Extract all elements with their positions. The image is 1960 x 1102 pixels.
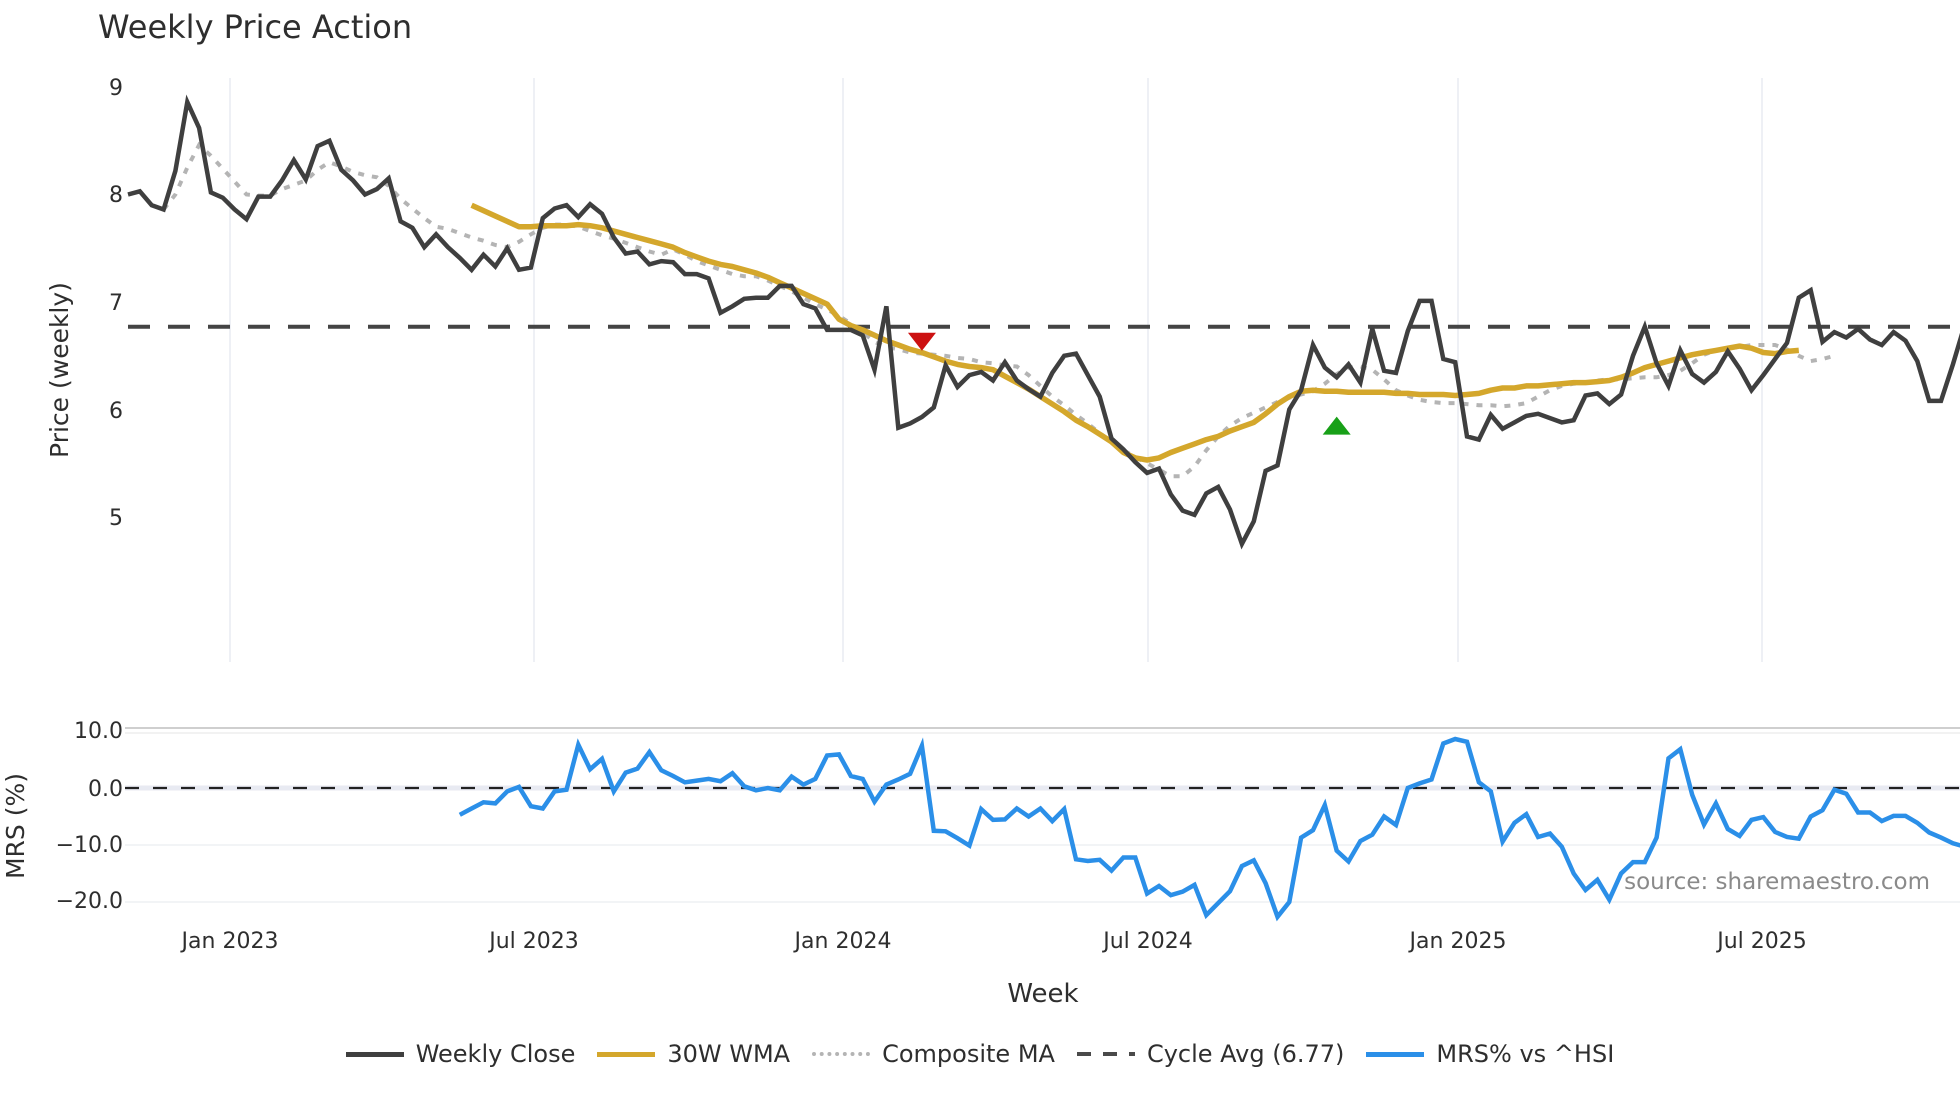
mrs-ylabel: MRS (%) (1, 773, 30, 879)
price-ytick-7: 7 (109, 291, 123, 316)
chart-title: Weekly Price Action (98, 8, 413, 46)
legend-label: Weekly Close (415, 1040, 576, 1068)
wma-30w-line (470, 202, 1800, 463)
signal-markers (907, 332, 1351, 435)
xtick-jul-2025: Jul 2025 (1715, 929, 1807, 954)
mrs-ytick-10: 10.0 (74, 719, 123, 744)
mrs-ytick-0: 0.0 (88, 777, 123, 802)
legend-swatch-solid-blue-icon (1366, 1051, 1425, 1057)
chart-legend: Weekly Close 30W WMA Composite MA Cycle … (0, 1034, 1960, 1074)
price-ytick-5: 5 (109, 506, 123, 531)
legend-item-weekly-close[interactable]: Weekly Close (345, 1040, 576, 1068)
legend-item-mrs[interactable]: MRS% vs ^HSI (1366, 1040, 1614, 1068)
price-ytick-8: 8 (109, 183, 123, 208)
price-ytick-9: 9 (109, 76, 123, 101)
price-ytick-6: 6 (109, 399, 123, 424)
legend-label: Cycle Avg (6.77) (1146, 1040, 1345, 1068)
xtick-jan-2024: Jan 2024 (793, 929, 892, 954)
xaxis-title: Week (1007, 979, 1078, 1009)
sell-signal-icon (907, 332, 936, 351)
mrs-ytick-neg20: −20.0 (56, 889, 123, 914)
legend-item-30w-wma[interactable]: 30W WMA (597, 1040, 790, 1068)
xtick-jan-2025: Jan 2025 (1408, 929, 1507, 954)
legend-label: MRS% vs ^HSI (1436, 1040, 1615, 1068)
price-ylabel: Price (weekly) (45, 282, 74, 458)
legend-swatch-dotted-gray-icon (812, 1052, 871, 1056)
legend-swatch-solid-dark-icon (345, 1051, 404, 1057)
weekly-close-line (127, 94, 1960, 550)
legend-item-composite-ma[interactable]: Composite MA (812, 1040, 1055, 1068)
legend-label: Composite MA (882, 1040, 1055, 1068)
composite-ma-line (162, 141, 1835, 479)
mrs-line (458, 736, 1960, 922)
xtick-jan-2023: Jan 2023 (180, 929, 279, 954)
legend-label: 30W WMA (667, 1040, 791, 1068)
xtick-jul-2023: Jul 2023 (487, 929, 579, 954)
xtick-jul-2024: Jul 2024 (1101, 929, 1193, 954)
buy-signal-icon (1322, 416, 1351, 435)
legend-swatch-dashed-icon (1076, 1052, 1135, 1056)
source-annotation: source: sharemaestro.com (1624, 869, 1930, 895)
legend-swatch-solid-gold-icon (597, 1051, 656, 1057)
mrs-ytick-neg10: −10.0 (56, 833, 123, 858)
legend-item-cycle-avg[interactable]: Cycle Avg (6.77) (1076, 1040, 1345, 1068)
